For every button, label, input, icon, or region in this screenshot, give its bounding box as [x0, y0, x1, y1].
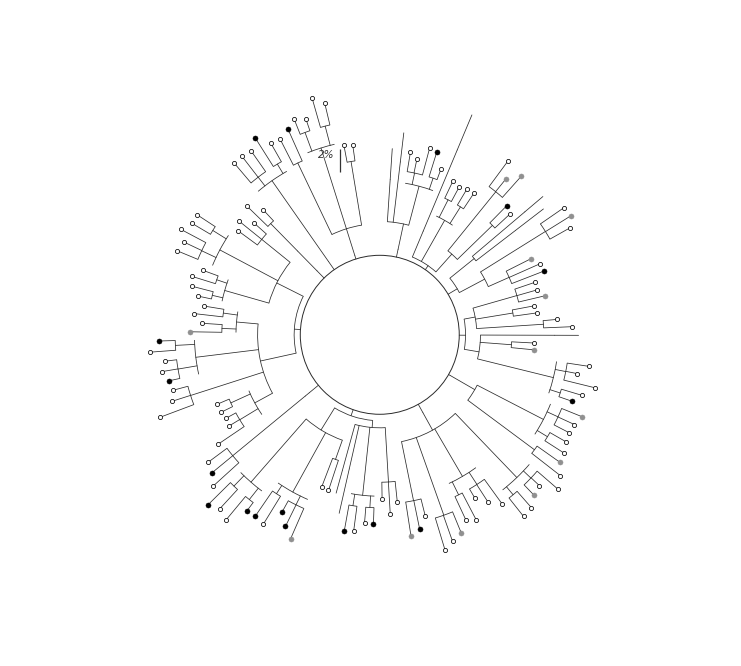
Text: 2%: 2%	[318, 150, 334, 160]
